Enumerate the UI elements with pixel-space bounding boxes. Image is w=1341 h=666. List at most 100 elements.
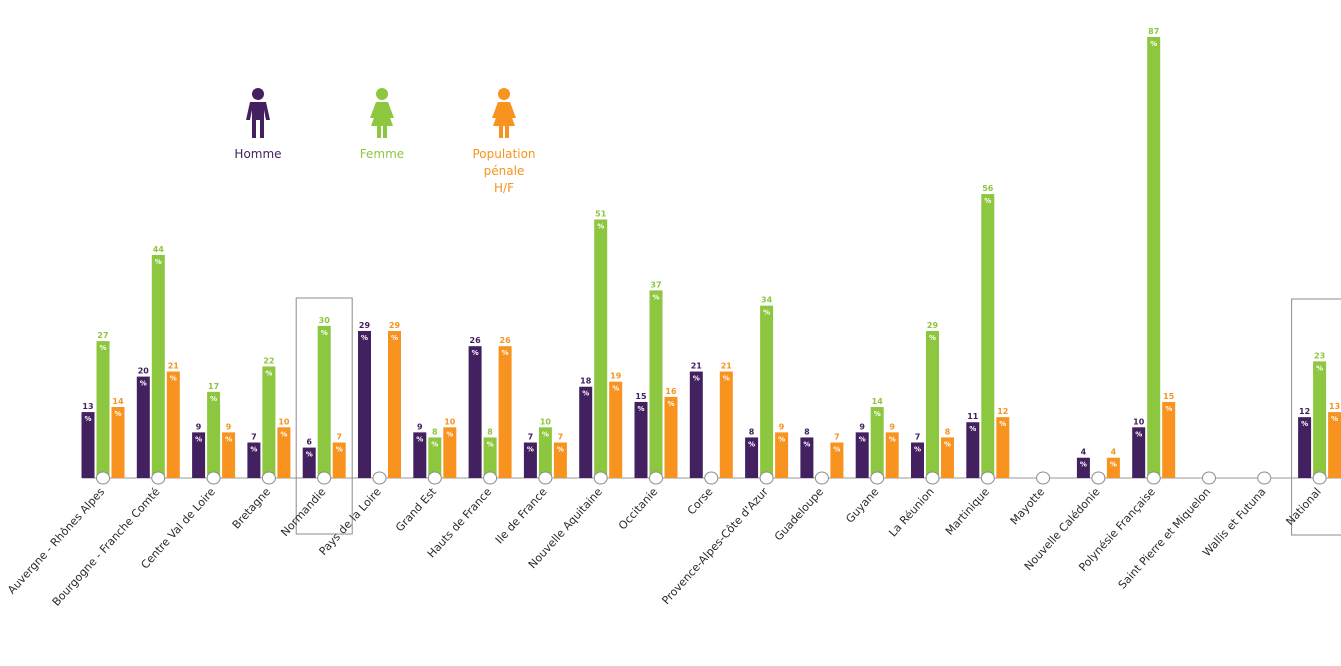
category-label: Martinique: [943, 485, 992, 538]
unit-label: %: [446, 430, 453, 438]
baseline-marker: [1146, 471, 1161, 485]
data-label: 7: [251, 433, 257, 442]
unit-label: %: [763, 309, 770, 317]
bar-population: [111, 407, 125, 478]
bar-population: [166, 371, 180, 478]
legend-label: Femme: [359, 147, 405, 161]
data-label: 7: [558, 433, 564, 442]
data-label: 21: [168, 362, 180, 371]
unit-label: %: [723, 375, 730, 383]
unit-label: %: [361, 334, 368, 342]
bar-population: [775, 432, 789, 478]
category-label: Grand Est: [393, 485, 439, 535]
data-label: 9: [859, 422, 865, 431]
data-label: 23: [1314, 351, 1325, 360]
data-label: 27: [97, 331, 108, 340]
unit-label: %: [969, 425, 976, 433]
bar-homme: [911, 442, 924, 478]
data-label: 20: [138, 367, 150, 376]
bar-population: [553, 442, 567, 478]
unit-label: %: [527, 446, 534, 454]
category-label: Guadeloupe: [772, 485, 826, 543]
category-label: Guyane: [843, 485, 881, 525]
category-label: Auvergne - Rhônes Alpes: [5, 485, 107, 597]
bar-femme: [1147, 36, 1161, 478]
baseline-marker: [96, 471, 110, 485]
baseline-marker: [759, 471, 774, 485]
unit-label: %: [1080, 461, 1087, 469]
bar-homme: [1076, 457, 1090, 478]
bar-homme: [81, 412, 95, 478]
bar-population: [664, 396, 678, 478]
data-label: 12: [997, 407, 1008, 416]
data-label: 29: [389, 321, 401, 330]
unit-label: %: [170, 375, 177, 383]
unit-label: %: [431, 440, 438, 448]
bar-femme: [428, 437, 442, 478]
highlight-box: [1291, 298, 1341, 536]
unit-label: %: [914, 446, 921, 454]
bar-femme: [760, 305, 774, 478]
data-label: 10: [278, 417, 290, 426]
data-label: 51: [595, 209, 607, 218]
bar-population: [277, 427, 291, 478]
category-label: Mayotte: [1008, 485, 1048, 527]
data-label: 34: [761, 296, 773, 305]
unit-label: %: [306, 451, 313, 459]
bar-femme: [317, 325, 331, 478]
unit-label: %: [944, 440, 951, 448]
bar-population: [1162, 401, 1176, 478]
category-label: Bretagne: [230, 485, 274, 531]
unit-label: %: [99, 344, 106, 352]
unit-label: %: [667, 400, 674, 408]
data-label: 9: [889, 422, 895, 431]
unit-label: %: [321, 329, 328, 337]
bar-homme: [800, 437, 814, 478]
unit-label: %: [542, 430, 549, 438]
bar-population: [1106, 457, 1120, 478]
unit-label: %: [391, 334, 398, 342]
bar-population: [443, 427, 457, 478]
data-label: 29: [359, 321, 371, 330]
unit-label: %: [114, 410, 121, 418]
unit-label: %: [280, 430, 287, 438]
legend-item-1: Homme: [213, 88, 303, 163]
bar-femme: [870, 407, 884, 478]
data-label: 7: [834, 433, 840, 442]
baseline-marker: [1091, 471, 1106, 485]
man-icon: [246, 88, 270, 138]
bar-homme: [1298, 417, 1312, 478]
bar-population: [885, 432, 899, 478]
data-label: 29: [927, 321, 939, 330]
legend-item-2: Femme: [337, 88, 427, 163]
category-label: Provence-Alpes-Côte d'Azur: [659, 485, 771, 607]
data-label: 7: [336, 433, 342, 442]
bar-femme: [483, 437, 497, 478]
baseline-marker: [925, 471, 940, 485]
data-label: 9: [226, 422, 232, 431]
data-label: 14: [112, 397, 124, 406]
unit-label: %: [472, 349, 479, 357]
data-label: 6: [306, 438, 312, 447]
data-label: 10: [444, 417, 456, 426]
data-label: 16: [665, 387, 677, 396]
unit-label: %: [889, 435, 896, 443]
unit-label: %: [195, 435, 202, 443]
bar-femme: [649, 290, 663, 478]
unit-label: %: [416, 435, 423, 443]
unit-label: %: [265, 369, 272, 377]
baseline-marker: [1202, 471, 1216, 485]
data-label: 7: [915, 433, 921, 442]
bar-homme: [579, 386, 593, 478]
bar-population: [388, 330, 401, 478]
unit-label: %: [597, 222, 604, 230]
unit-label: %: [984, 197, 991, 205]
data-label: 8: [945, 427, 951, 436]
data-label: 9: [196, 422, 202, 431]
bar-homme: [523, 442, 537, 478]
baseline-marker: [980, 471, 995, 485]
legend-item-3: Population pénale H/F: [459, 88, 549, 197]
data-label: 4: [1111, 448, 1117, 457]
category-label: National: [1283, 485, 1323, 528]
baseline-marker: [593, 471, 608, 485]
